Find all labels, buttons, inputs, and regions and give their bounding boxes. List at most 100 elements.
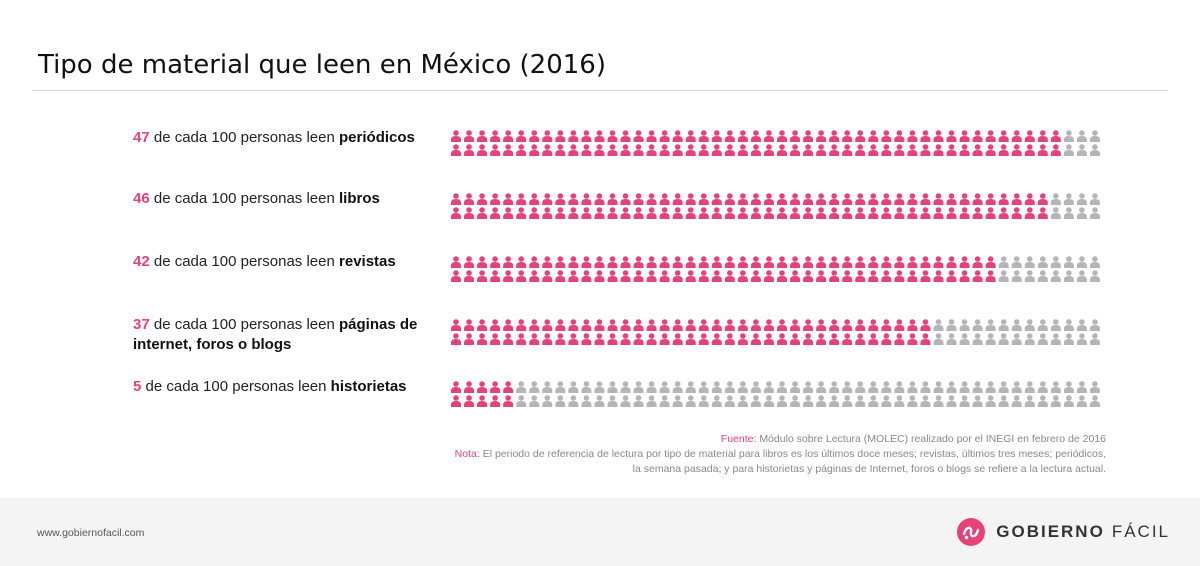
person-icon-reader — [985, 207, 996, 219]
person-icon-reader — [750, 207, 761, 219]
source-line: Fuente: Módulo sobre Lectura (MOLEC) rea… — [386, 432, 1106, 447]
person-icon-reader — [620, 207, 631, 219]
person-icon-reader — [777, 270, 787, 282]
person-icon-reader — [907, 144, 918, 156]
person-icon-reader — [790, 144, 801, 156]
person-icon-nonreader — [1076, 144, 1087, 156]
person-icon-reader — [790, 270, 801, 282]
person-icon-reader — [607, 256, 618, 268]
person-icon-nonreader — [1037, 381, 1048, 393]
person-icon-reader — [659, 207, 670, 219]
person-icon-nonreader — [855, 381, 866, 393]
person-icon-reader — [737, 144, 748, 156]
row-label-historietas: 5 de cada 100 personas leen historietas — [133, 377, 443, 397]
row-material: páginas de internet, foros o blogs — [133, 316, 418, 353]
person-icon-reader — [868, 144, 879, 156]
person-icon-nonreader — [763, 381, 774, 393]
person-icon-reader — [594, 207, 605, 219]
brand-name-light: FÁCIL — [1111, 522, 1170, 541]
person-icon-reader — [881, 319, 892, 331]
person-icon-reader — [685, 256, 696, 268]
person-icon-reader — [555, 256, 566, 268]
person-icon-nonreader — [1011, 395, 1022, 407]
person-icon-nonreader — [1024, 395, 1035, 407]
person-icon-nonreader — [998, 381, 1009, 393]
person-icon-reader — [451, 144, 461, 156]
person-icon-nonreader — [1063, 130, 1074, 142]
person-icon-reader — [594, 130, 605, 142]
person-icon-reader — [829, 333, 840, 345]
person-icon-nonreader — [659, 395, 670, 407]
person-icon-reader — [1037, 193, 1048, 205]
person-icon-nonreader — [750, 381, 761, 393]
person-icon-reader — [529, 207, 540, 219]
person-icon-nonreader — [1076, 256, 1087, 268]
person-icon-reader — [907, 319, 918, 331]
person-icon-reader — [620, 193, 631, 205]
person-icon-reader — [672, 333, 683, 345]
person-icon-reader — [855, 144, 866, 156]
source-text: Módulo sobre Lectura (MOLEC) realizado p… — [759, 433, 1106, 445]
person-icon-nonreader — [685, 395, 696, 407]
person-icon-reader — [907, 193, 918, 205]
person-icon-nonreader — [1011, 333, 1022, 345]
person-icon-nonreader — [972, 395, 983, 407]
person-icon-nonreader — [907, 381, 918, 393]
pictogram-row-4 — [451, 319, 1100, 345]
person-icon-reader — [816, 333, 827, 345]
brand-logo[interactable]: GOBIERNO FÁCIL — [956, 517, 1170, 547]
person-icon-reader — [490, 319, 501, 331]
person-icon-reader — [594, 319, 605, 331]
person-icon-nonreader — [959, 395, 970, 407]
person-icon-nonreader — [1089, 395, 1100, 407]
person-icon-reader — [920, 319, 931, 331]
person-icon-reader — [1024, 207, 1035, 219]
person-icon-nonreader — [633, 381, 644, 393]
person-icon-reader — [985, 270, 996, 282]
person-icon-nonreader — [985, 395, 996, 407]
person-icon-nonreader — [1063, 144, 1074, 156]
person-icon-reader — [698, 270, 709, 282]
person-icon-reader — [503, 319, 514, 331]
person-icon-reader — [555, 333, 566, 345]
person-icon-reader — [750, 193, 761, 205]
person-icon-reader — [946, 193, 957, 205]
person-icon-reader — [542, 207, 553, 219]
person-icon-reader — [790, 333, 801, 345]
person-icon-nonreader — [1024, 256, 1035, 268]
person-icon-reader — [868, 207, 879, 219]
person-icon-reader — [868, 270, 879, 282]
person-icon-reader — [685, 193, 696, 205]
person-icon-reader — [959, 256, 970, 268]
person-icon-reader — [620, 144, 631, 156]
person-icon-reader — [490, 256, 501, 268]
pictogram-row-2 — [451, 193, 1100, 219]
person-icon-reader — [529, 270, 540, 282]
row-value: 37 — [133, 316, 150, 333]
person-icon-reader — [777, 256, 787, 268]
person-icon-reader — [737, 256, 748, 268]
person-icon-reader — [672, 144, 683, 156]
person-icon-nonreader — [555, 381, 566, 393]
person-icon-reader — [750, 144, 761, 156]
person-icon-reader — [620, 319, 631, 331]
person-icon-reader — [1050, 130, 1061, 142]
person-icon-nonreader — [972, 381, 983, 393]
person-icon-reader — [646, 256, 657, 268]
person-icon-nonreader — [1089, 256, 1100, 268]
person-icon-reader — [490, 144, 501, 156]
person-icon-reader — [451, 319, 461, 331]
footer-url[interactable]: www.gobiernofacil.com — [37, 527, 145, 539]
person-icon-nonreader — [1037, 395, 1048, 407]
person-icon-reader — [907, 256, 918, 268]
person-icon-reader — [594, 193, 605, 205]
person-icon-nonreader — [685, 381, 696, 393]
person-icon-reader — [907, 333, 918, 345]
person-icon-reader — [672, 319, 683, 331]
person-icon-reader — [803, 270, 814, 282]
person-icon-reader — [829, 319, 840, 331]
person-icon-reader — [777, 207, 787, 219]
person-icon-nonreader — [750, 395, 761, 407]
person-icon-reader — [659, 270, 670, 282]
person-icon-reader — [920, 193, 931, 205]
